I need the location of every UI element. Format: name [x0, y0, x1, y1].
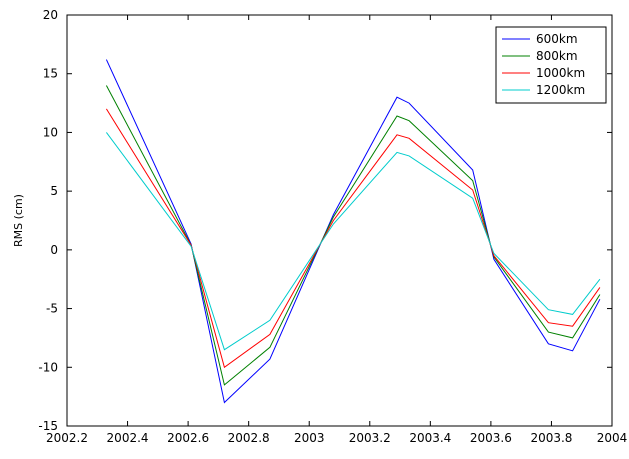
x-tick-label: 2004 [597, 431, 628, 445]
legend-label: 600km [536, 32, 578, 46]
legend-label: 1200km [536, 83, 585, 97]
y-axis-label: RMS (cm) [12, 194, 25, 247]
y-tick-label: -10 [38, 360, 58, 374]
axes: 2002.2 2002.4 2002.6 2002.8 2003 2003.2 2003.4… [38, 8, 627, 445]
y-tick-label: 10 [43, 125, 58, 139]
x-tick-label: 2003.4 [409, 431, 451, 445]
x-tick-label: 2003.8 [530, 431, 572, 445]
plot-area [105, 59, 601, 404]
x-tick-label: 2003 [294, 431, 325, 445]
series-line-800km [105, 85, 601, 386]
x-tick-label: 2003.2 [349, 431, 391, 445]
x-tick-label: 2002.6 [167, 431, 209, 445]
y-tick-label: 5 [50, 184, 58, 198]
y-tick-label: -5 [46, 302, 58, 316]
plot-frame [66, 14, 613, 427]
y-tick-label: -15 [38, 419, 58, 433]
series-line-600km [105, 59, 601, 404]
legend-label: 1000km [536, 66, 585, 80]
legend-label: 800km [536, 49, 578, 63]
y-tick-label: 15 [43, 67, 58, 81]
legend: 600km 800km 1000km 1200km [495, 26, 607, 104]
x-tick-label: 2002.8 [228, 431, 270, 445]
x-tick-label: 2002.4 [107, 431, 149, 445]
y-tick-label: 0 [50, 243, 58, 257]
x-tick-label: 2003.6 [470, 431, 512, 445]
x-tick-label: 2002.2 [46, 431, 88, 445]
series-line-1000km [105, 108, 601, 369]
y-tick-label: 20 [43, 8, 58, 22]
series-line-1200km [105, 132, 601, 351]
